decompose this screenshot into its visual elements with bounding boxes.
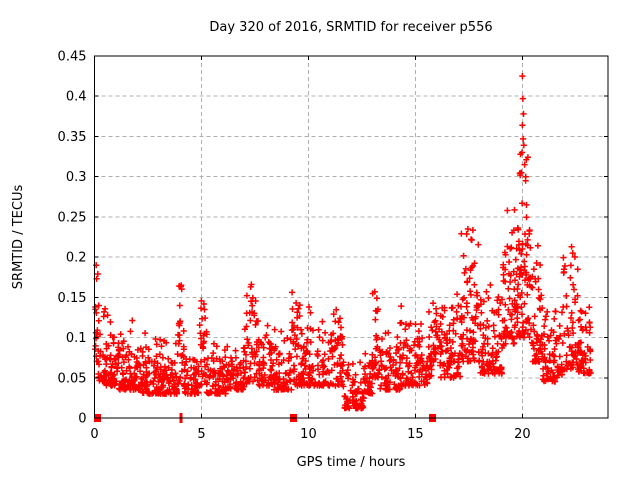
x-tick-label: 20	[514, 427, 531, 442]
y-tick-label: 0.25	[58, 210, 87, 225]
y-tick-label: 0.05	[58, 371, 87, 386]
plot-title: Day 320 of 2016, SRMTID for receiver p55…	[209, 20, 492, 35]
x-tick-label: 5	[197, 427, 205, 442]
y-tick-label: 0.45	[58, 50, 87, 65]
x-tick-label: 10	[300, 427, 317, 442]
x-tick-label: 0	[90, 427, 98, 442]
y-tick-label: 0.2	[66, 251, 87, 266]
y-tick-label: 0.35	[58, 130, 87, 145]
y-tick-label: 0.4	[66, 90, 87, 105]
y-tick-labels: 0 0.05 0.1 0.15 0.2 0.25 0.3 0.35 0.4 0.45	[58, 50, 87, 427]
x-tick-labels: 0 5 10 15 20	[90, 427, 530, 442]
axis-ticks	[94, 55, 608, 419]
x-tick-label: 15	[407, 427, 424, 442]
scatter-points	[92, 73, 594, 412]
y-tick-label: 0	[78, 412, 86, 427]
x-axis-label: GPS time / hours	[297, 455, 406, 470]
y-tick-label: 0.3	[66, 170, 87, 185]
plot-border	[94, 55, 609, 419]
y-axis-label: SRMTID / TECUs	[11, 185, 26, 290]
y-tick-label: 0.1	[66, 331, 87, 346]
y-tick-label: 0.15	[58, 291, 87, 306]
